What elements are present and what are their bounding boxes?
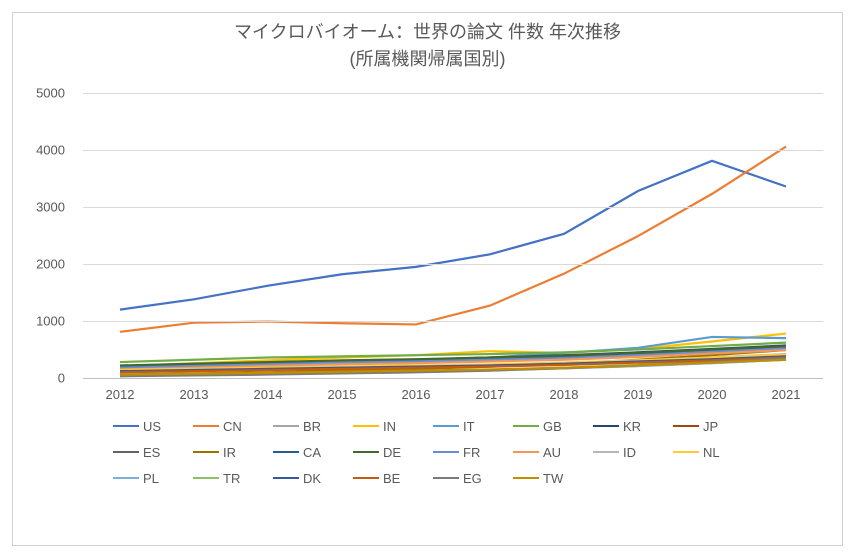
legend-swatch	[273, 477, 299, 480]
legend-label: US	[143, 419, 161, 434]
legend-item-ir: IR	[193, 439, 273, 465]
x-tick-label: 2017	[476, 387, 505, 402]
legend-item-pl: PL	[113, 465, 193, 491]
y-tick-label: 0	[58, 371, 65, 386]
legend-label: NL	[703, 445, 720, 460]
legend: US CN BR IN IT GB KR JP ES IR CA DE FR AU ID NL PL TR DK BE…	[113, 413, 753, 491]
y-tick-label: 5000	[36, 86, 65, 101]
grid-line	[83, 378, 823, 379]
legend-swatch	[433, 451, 459, 454]
legend-item-nl: NL	[673, 439, 753, 465]
legend-swatch	[513, 425, 539, 428]
legend-item-id: ID	[593, 439, 673, 465]
series-line-cn	[120, 147, 786, 332]
legend-item-au: AU	[513, 439, 593, 465]
legend-label: CN	[223, 419, 242, 434]
legend-label: DK	[303, 471, 321, 486]
grid-line	[83, 264, 823, 265]
legend-swatch	[433, 477, 459, 480]
legend-label: DE	[383, 445, 401, 460]
legend-item-es: ES	[113, 439, 193, 465]
legend-item-in: IN	[353, 413, 433, 439]
legend-label: ES	[143, 445, 160, 460]
legend-item-cn: CN	[193, 413, 273, 439]
y-tick-label: 3000	[36, 200, 65, 215]
legend-label: IR	[223, 445, 236, 460]
legend-swatch	[353, 477, 379, 480]
grid-line	[83, 150, 823, 151]
legend-swatch	[353, 451, 379, 454]
legend-label: PL	[143, 471, 159, 486]
legend-item-fr: FR	[433, 439, 513, 465]
legend-item-ca: CA	[273, 439, 353, 465]
x-tick-label: 2014	[254, 387, 283, 402]
legend-item-be: BE	[353, 465, 433, 491]
legend-swatch	[273, 425, 299, 428]
legend-label: CA	[303, 445, 321, 460]
legend-label: GB	[543, 419, 562, 434]
chart-title: マイクロバイオーム：世界の論文 件数 年次推移	[13, 19, 842, 46]
legend-item-eg: EG	[433, 465, 513, 491]
legend-swatch	[673, 451, 699, 454]
grid-line	[83, 321, 823, 322]
legend-item-us: US	[113, 413, 193, 439]
legend-item-de: DE	[353, 439, 433, 465]
legend-label: IT	[463, 419, 475, 434]
legend-swatch	[113, 451, 139, 454]
x-tick-label: 2018	[550, 387, 579, 402]
legend-label: BE	[383, 471, 400, 486]
legend-swatch	[513, 451, 539, 454]
legend-label: IN	[383, 419, 396, 434]
x-tick-label: 2012	[106, 387, 135, 402]
series-line-us	[120, 161, 786, 310]
x-tick-label: 2020	[698, 387, 727, 402]
x-axis: 2012 2013 2014 2015 2016 2017 2018 2019 2020 2021	[83, 383, 823, 407]
x-tick-label: 2019	[624, 387, 653, 402]
plot-area	[83, 93, 823, 378]
x-tick-label: 2015	[328, 387, 357, 402]
legend-label: TW	[543, 471, 563, 486]
legend-swatch	[513, 477, 539, 480]
chart-container: マイクロバイオーム：世界の論文 件数 年次推移 (所属機関帰属国別) 0 1000…	[12, 12, 843, 546]
legend-swatch	[113, 477, 139, 480]
legend-item-tr: TR	[193, 465, 273, 491]
grid-line	[83, 93, 823, 94]
chart-subtitle: (所属機関帰属国別)	[13, 46, 842, 73]
legend-swatch	[593, 425, 619, 428]
legend-swatch	[193, 451, 219, 454]
legend-item-br: BR	[273, 413, 353, 439]
legend-swatch	[113, 425, 139, 428]
legend-item-dk: DK	[273, 465, 353, 491]
x-tick-label: 2016	[402, 387, 431, 402]
legend-label: AU	[543, 445, 561, 460]
y-tick-label: 4000	[36, 143, 65, 158]
legend-item-kr: KR	[593, 413, 673, 439]
legend-swatch	[673, 425, 699, 428]
legend-swatch	[273, 451, 299, 454]
legend-swatch	[193, 477, 219, 480]
legend-swatch	[193, 425, 219, 428]
legend-item-gb: GB	[513, 413, 593, 439]
legend-label: EG	[463, 471, 482, 486]
legend-label: BR	[303, 419, 321, 434]
legend-item-tw: TW	[513, 465, 593, 491]
legend-label: ID	[623, 445, 636, 460]
plot-svg	[83, 93, 823, 378]
legend-item-it: IT	[433, 413, 513, 439]
chart-title-block: マイクロバイオーム：世界の論文 件数 年次推移 (所属機関帰属国別)	[13, 13, 842, 73]
y-tick-label: 2000	[36, 257, 65, 272]
x-tick-label: 2021	[772, 387, 801, 402]
legend-label: KR	[623, 419, 641, 434]
y-tick-label: 1000	[36, 314, 65, 329]
legend-item-jp: JP	[673, 413, 753, 439]
legend-swatch	[353, 425, 379, 428]
x-tick-label: 2013	[180, 387, 209, 402]
grid-line	[83, 207, 823, 208]
legend-label: TR	[223, 471, 240, 486]
legend-label: JP	[703, 419, 718, 434]
legend-label: FR	[463, 445, 480, 460]
y-axis: 010002000300040005000	[13, 93, 73, 378]
legend-swatch	[433, 425, 459, 428]
legend-swatch	[593, 451, 619, 454]
